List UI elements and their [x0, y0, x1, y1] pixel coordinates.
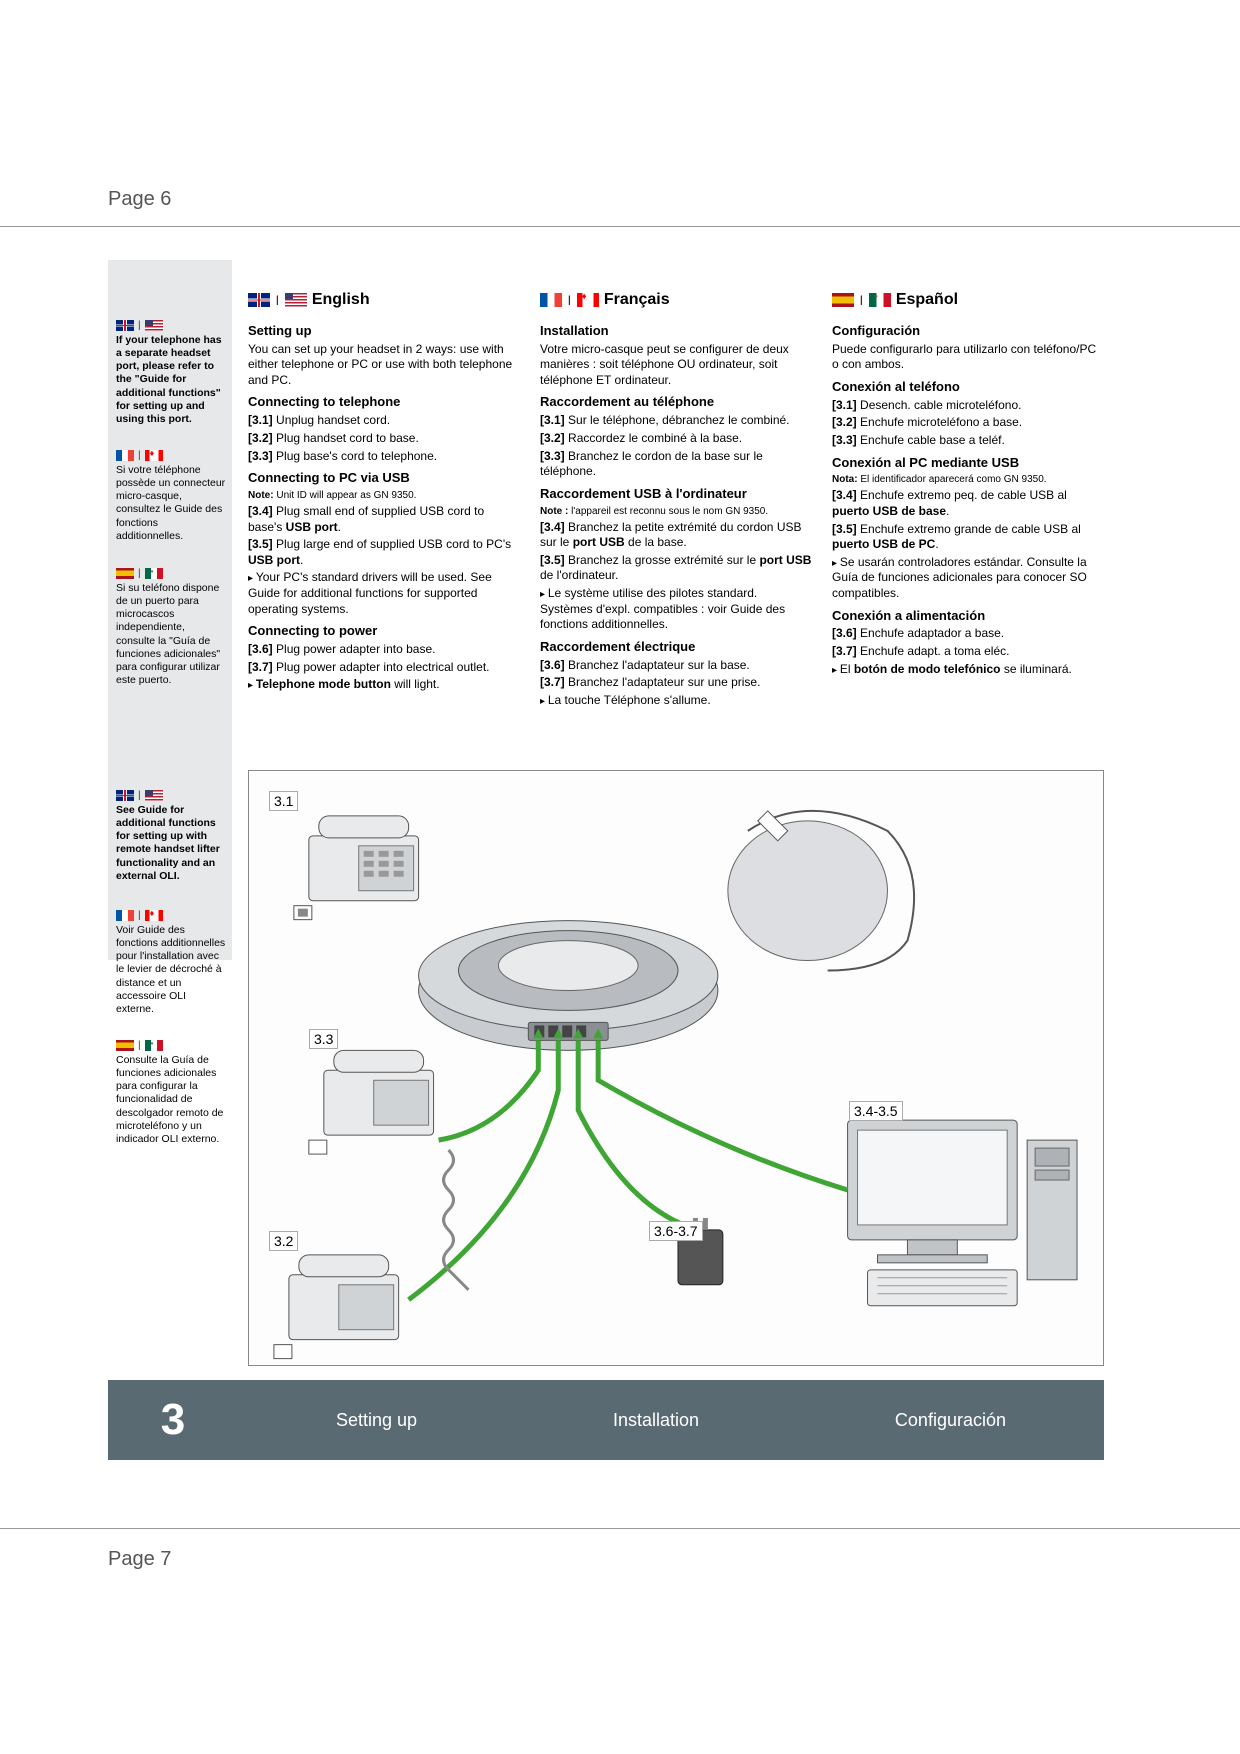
step: [3.5] Plug large end of supplied USB cor… [248, 537, 520, 568]
heading: Conexión al PC mediante USB [832, 455, 1104, 472]
heading: Conexión al teléfono [832, 379, 1104, 396]
diagram-svg [249, 771, 1103, 1366]
heading: Raccordement électrique [540, 639, 812, 656]
step: [3.3] Plug base's cord to telephone. [248, 449, 520, 465]
note: Note: Unit ID will appear as GN 9350. [248, 489, 520, 502]
flag-ca-icon [577, 293, 599, 307]
heading: Connecting to PC via USB [248, 470, 520, 487]
step: [3.4] Plug small end of supplied USB cor… [248, 504, 520, 535]
diagram-label: 3.2 [269, 1231, 298, 1251]
step: [3.7] Enchufe adapt. a toma eléc. [832, 644, 1104, 660]
step: [3.1] Desench. cable microteléfono. [832, 398, 1104, 414]
heading: Connecting to power [248, 623, 520, 640]
lang-header-fr: | Français [540, 290, 812, 311]
heading: Installation [540, 323, 812, 340]
body-text: Puede configurarlo para utilizarlo con t… [832, 342, 1104, 373]
step: [3.2] Raccordez le combiné à la base. [540, 431, 812, 447]
page-label-top: Page 6 [108, 188, 171, 211]
step: [3.1] Unplug handset cord. [248, 413, 520, 429]
heading: Setting up [248, 323, 520, 340]
step: [3.6] Plug power adapter into base. [248, 642, 520, 658]
step: [3.3] Enchufe cable base a teléf. [832, 433, 1104, 449]
note: Le système utilise des pilotes standard.… [540, 586, 812, 633]
heading: Connecting to telephone [248, 394, 520, 411]
note: Telephone mode button will light. [248, 677, 520, 693]
step: [3.7] Plug power adapter into electrical… [248, 660, 520, 676]
page-label-bottom: Page 7 [108, 1548, 171, 1571]
sidebar-note-es: | Si su teléfono dispone de un puerto pa… [116, 568, 226, 687]
flag-uk-icon [248, 293, 270, 307]
heading: Raccordement USB à l'ordinateur [540, 486, 812, 503]
sidebar2-es: | Consulte la Guía de funciones adiciona… [116, 1040, 226, 1146]
sidebar-note-fr: | Si votre téléphone possède un connecte… [116, 450, 226, 543]
note: El botón de modo telefónico se iluminará… [832, 662, 1104, 678]
section-number: 3 [108, 1395, 238, 1445]
lang-header-en: | English [248, 290, 520, 311]
heading: Conexión a alimentación [832, 608, 1104, 625]
diagram-label: 3.4-3.5 [849, 1101, 903, 1121]
step: [3.6] Branchez l'adaptateur sur la base. [540, 658, 812, 674]
step: [3.4] Branchez la petite extrémité du co… [540, 520, 812, 551]
note: Se usarán controladores estándar. Consul… [832, 555, 1104, 602]
heading: Raccordement au téléphone [540, 394, 812, 411]
rule [0, 1528, 1240, 1529]
heading: Configuración [832, 323, 1104, 340]
diagram-label: 3.3 [309, 1029, 338, 1049]
step: [3.6] Enchufe adaptador a base. [832, 626, 1104, 642]
flag-us-icon [285, 293, 307, 307]
step: [3.1] Sur le téléphone, débranchez le co… [540, 413, 812, 429]
footer-title-en: Setting up [336, 1410, 417, 1431]
step: [3.3] Branchez le cordon de la base sur … [540, 449, 812, 480]
note: La touche Téléphone s'allume. [540, 693, 812, 709]
step: [3.2] Plug handset cord to base. [248, 431, 520, 447]
body-text: Votre micro-casque peut se configurer de… [540, 342, 812, 389]
diagram-label: 3.6-3.7 [649, 1221, 703, 1241]
note: Note : l'appareil est reconnu sous le no… [540, 505, 812, 518]
note: Nota: El identificador aparecerá como GN… [832, 473, 1104, 486]
footer-title-fr: Installation [613, 1410, 699, 1431]
sidebar-note-en: | If your telephone has a separate heads… [116, 320, 226, 426]
note: Your PC's standard drivers will be used.… [248, 570, 520, 617]
lang-header-es: | Español [832, 290, 1104, 311]
rule [0, 226, 1240, 227]
footer-title-es: Configuración [895, 1410, 1006, 1431]
step: [3.7] Branchez l'adaptateur sur une pris… [540, 675, 812, 691]
flag-es-icon [832, 293, 854, 307]
step: [3.5] Branchez la grosse extrémité sur l… [540, 553, 812, 584]
column-english: | English Setting up You can set up your… [248, 290, 520, 695]
column-french: | Français Installation Votre micro-casq… [540, 290, 812, 710]
step: [3.2] Enchufe microteléfono a base. [832, 415, 1104, 431]
step: [3.5] Enchufe extremo grande de cable US… [832, 522, 1104, 553]
flag-mx-icon [869, 293, 891, 307]
sidebar2-fr: | Voir Guide des fonctions additionnelle… [116, 910, 226, 1016]
step: [3.4] Enchufe extremo peq. de cable USB … [832, 488, 1104, 519]
flag-fr-icon [540, 293, 562, 307]
diagram-label: 3.1 [269, 791, 298, 811]
column-spanish: | Español Configuración Puede configurar… [832, 290, 1104, 679]
sidebar2-en: | See Guide for additional functions for… [116, 790, 226, 883]
body-text: You can set up your headset in 2 ways: u… [248, 342, 520, 389]
connection-diagram: 3.1 3.3 3.2 3.6-3.7 3.4-3.5 [248, 770, 1104, 1366]
section-footer: 3 Setting up Installation Configuración [108, 1380, 1104, 1460]
